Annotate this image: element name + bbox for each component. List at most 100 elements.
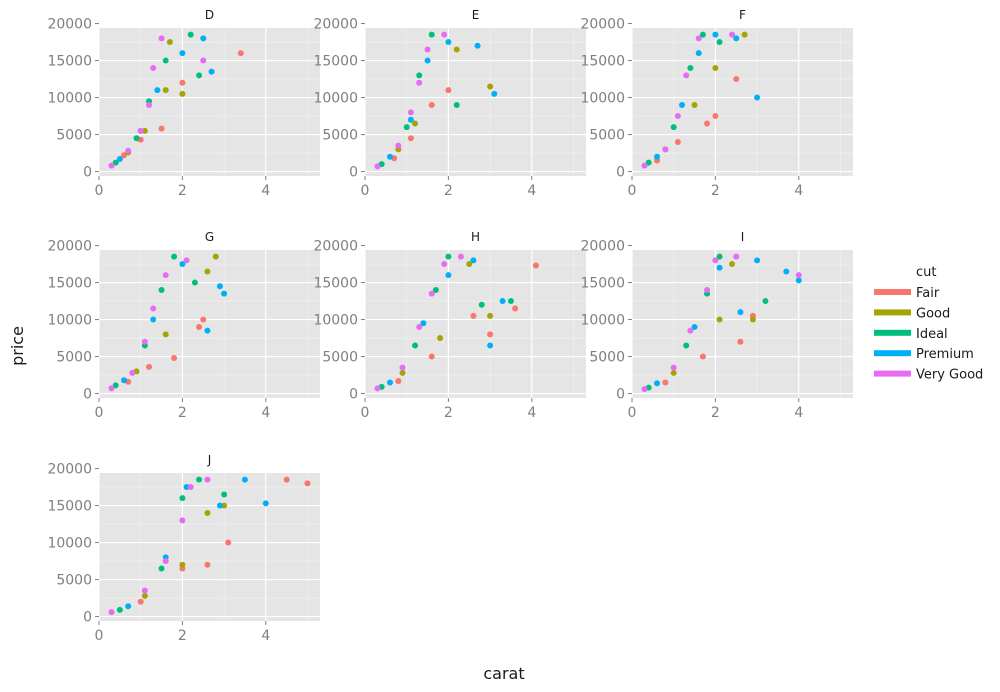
data-point [478, 301, 485, 308]
data-point [729, 261, 736, 268]
x-tick-label: 2 [444, 405, 453, 421]
y-axis-title: price [8, 326, 27, 366]
data-point [445, 253, 452, 260]
data-point [699, 31, 706, 38]
data-point [141, 587, 148, 594]
data-point [683, 342, 690, 349]
data-point [158, 125, 165, 132]
data-point [670, 369, 677, 376]
data-point [399, 369, 406, 376]
x-tick-label: 0 [95, 183, 104, 199]
data-point [470, 312, 477, 319]
facet-panel-H: H 0 5000 10000 15000 20000 0 2 4 [313, 230, 586, 421]
data-point [729, 31, 736, 38]
y-tick-label: 15000 [47, 499, 92, 515]
panel-background [99, 473, 320, 621]
data-point [225, 539, 232, 546]
data-point [283, 476, 290, 483]
data-point [491, 90, 498, 97]
y-tick-label: 0 [616, 387, 625, 403]
data-point [129, 369, 136, 376]
data-point [683, 72, 690, 79]
data-point [154, 87, 161, 94]
data-point [141, 592, 148, 599]
y-tick-label: 5000 [56, 128, 92, 144]
panel-background [632, 250, 853, 398]
facet-label: G [205, 230, 214, 244]
data-point [795, 277, 802, 284]
data-point [512, 305, 519, 312]
x-tick-label: 2 [444, 183, 453, 199]
data-point [716, 316, 723, 323]
data-point [712, 257, 719, 264]
data-point [662, 379, 669, 386]
x-tick-label: 4 [261, 405, 270, 421]
data-point [179, 90, 186, 97]
data-point [795, 272, 802, 279]
x-tick-label: 4 [261, 183, 270, 199]
data-point [158, 565, 165, 572]
data-point [445, 87, 452, 94]
data-point [200, 316, 207, 323]
data-point [420, 320, 427, 327]
y-tick-label: 5000 [589, 350, 625, 366]
data-point [166, 39, 173, 46]
data-point [183, 484, 190, 491]
data-point [470, 257, 477, 264]
x-tick-label: 0 [361, 183, 370, 199]
data-point [499, 298, 506, 305]
data-point [424, 57, 431, 64]
data-point [437, 335, 444, 342]
data-point [453, 46, 460, 53]
data-point [196, 323, 203, 330]
data-point [179, 561, 186, 568]
series-good [670, 261, 756, 376]
data-point [158, 35, 165, 42]
data-point [150, 305, 157, 312]
series-very-good [374, 31, 448, 170]
y-tick-label: 0 [83, 610, 92, 626]
series-fair [121, 50, 244, 159]
data-point [716, 264, 723, 271]
data-point [445, 39, 452, 46]
data-point [262, 500, 269, 507]
x-tick-label: 4 [261, 628, 270, 644]
y-tick-label: 20000 [47, 462, 92, 478]
legend-label: Ideal [916, 327, 948, 342]
y-tick-label: 10000 [313, 313, 358, 329]
x-tick-label: 2 [711, 405, 720, 421]
series-fair [662, 312, 756, 386]
data-point [403, 124, 410, 131]
y-tick-label: 5000 [322, 128, 358, 144]
data-point [158, 286, 165, 293]
y-tick-label: 10000 [47, 91, 92, 107]
data-point [196, 476, 203, 483]
y-tick-label: 20000 [47, 239, 92, 255]
data-point [733, 35, 740, 42]
data-point [416, 72, 423, 79]
data-point [754, 257, 761, 264]
data-point [432, 286, 439, 293]
facet-panel-D: D 0 5000 10000 15000 20000 0 2 4 [47, 8, 320, 199]
facet-label: D [205, 8, 214, 22]
y-tick-label: 5000 [56, 350, 92, 366]
data-point [428, 101, 435, 108]
x-tick-label: 0 [628, 405, 637, 421]
data-point [141, 338, 148, 345]
data-point [162, 57, 169, 64]
x-tick-label: 0 [628, 183, 637, 199]
data-point [691, 101, 698, 108]
data-point [187, 484, 194, 491]
y-tick-label: 20000 [580, 239, 625, 255]
series-very-good [108, 257, 190, 392]
data-point [374, 385, 381, 392]
data-point [641, 162, 648, 169]
data-point [179, 50, 186, 57]
x-tick-label: 4 [794, 183, 803, 199]
data-point [654, 153, 661, 160]
data-point [416, 323, 423, 330]
legend-item: Fair [874, 286, 940, 301]
data-point [204, 476, 211, 483]
legend-item: Ideal [874, 327, 948, 342]
